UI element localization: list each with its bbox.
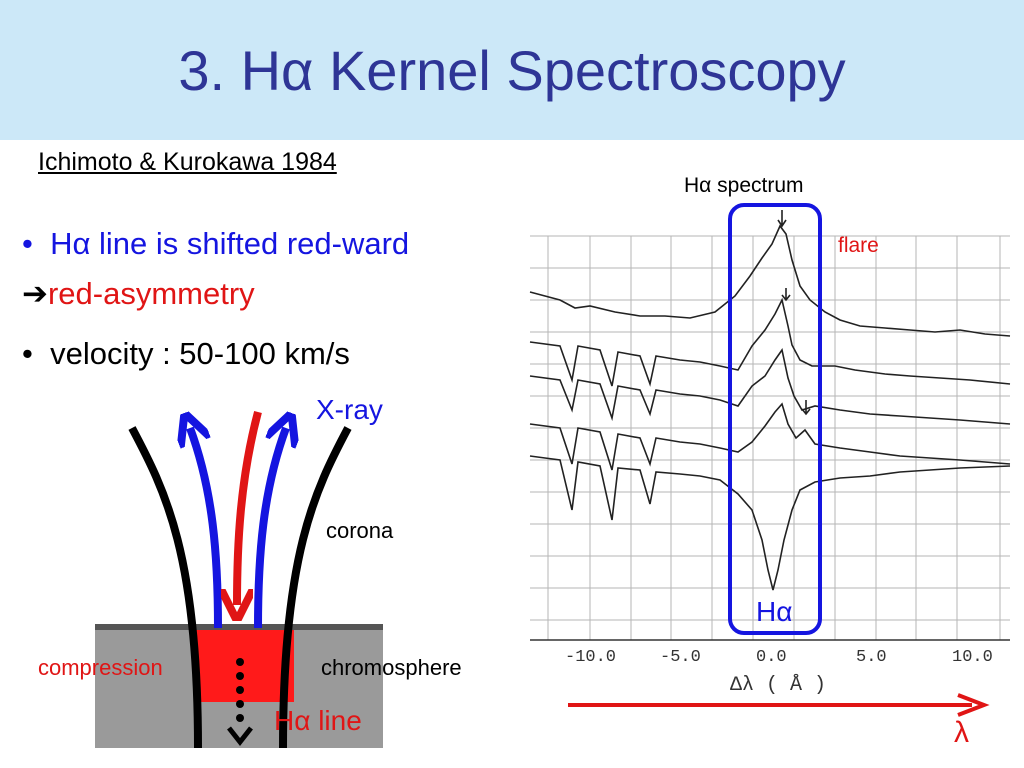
- bullet-velocity: • velocity : 50-100 km/s: [22, 336, 350, 372]
- line-center-marker-3: [801, 400, 811, 416]
- spectrum-trace-flare: [529, 224, 1011, 337]
- spectrum-plot: [529, 203, 1011, 717]
- xray-label: X-ray: [316, 394, 383, 425]
- halpha-box-label: Hα: [756, 596, 793, 627]
- tick-label-10: 10.0: [952, 648, 993, 667]
- energy-downflow-arrow: [237, 410, 262, 605]
- halpha-line-label: Hα line: [274, 705, 362, 736]
- left-loop-line: [128, 426, 202, 749]
- bullet-asymmetry: ➔red-asymmetry: [22, 276, 255, 312]
- right-upflow-arrow: [254, 428, 286, 629]
- tick-label-5: 5.0: [856, 648, 887, 667]
- citation: Ichimoto & Kurokawa 1984: [38, 148, 337, 176]
- tick-label-neg5: -5.0: [660, 648, 701, 667]
- bullet-asymmetry-text: red-asymmetry: [47, 276, 255, 311]
- line-center-marker-1: [777, 210, 787, 228]
- tick-label-neg10: -10.0: [565, 648, 617, 667]
- spectrum-title: Hα spectrum: [684, 174, 804, 197]
- bullet-marker: •: [22, 336, 33, 371]
- compression-label: compression: [38, 655, 163, 680]
- spectrum-traces: [529, 224, 1011, 591]
- lambda-arrow-head: [957, 693, 990, 717]
- left-upflow-arrow: [190, 428, 222, 629]
- dotted-down-arrow: [227, 658, 253, 747]
- spectrum-trace-3: [529, 348, 1011, 425]
- chromosphere-label: chromosphere: [321, 655, 462, 680]
- compression-region: [196, 630, 294, 702]
- title-band: [0, 0, 1024, 140]
- bullet-shift: • Hα line is shifted red-ward: [22, 226, 409, 262]
- arrow-icon: ➔: [22, 276, 48, 311]
- spectrum-trace-2: [529, 297, 1011, 387]
- spectrum-grid: [530, 235, 1010, 640]
- spectrum-axis-label: Δλ ( Å ): [730, 674, 827, 697]
- bullet-marker: •: [22, 226, 33, 261]
- halpha-highlight-box: [728, 203, 822, 635]
- line-center-markers: [777, 210, 811, 416]
- spectrum-trace-quiet: [529, 455, 1011, 591]
- spectrum-trace-4: [529, 402, 1011, 471]
- bullet-shift-text: Hα line is shifted red-ward: [50, 226, 410, 261]
- tick-label-0: 0.0: [756, 648, 787, 667]
- lambda-label: λ: [954, 716, 969, 749]
- chromosphere-top-edge: [95, 624, 383, 630]
- flare-label: flare: [838, 234, 879, 257]
- corona-label: corona: [326, 518, 394, 543]
- bullet-velocity-text: velocity : 50-100 km/s: [50, 336, 350, 371]
- slide-title: 3. Hα Kernel Spectroscopy: [178, 39, 846, 102]
- right-loop-line: [279, 426, 352, 749]
- line-center-marker-2: [781, 288, 791, 302]
